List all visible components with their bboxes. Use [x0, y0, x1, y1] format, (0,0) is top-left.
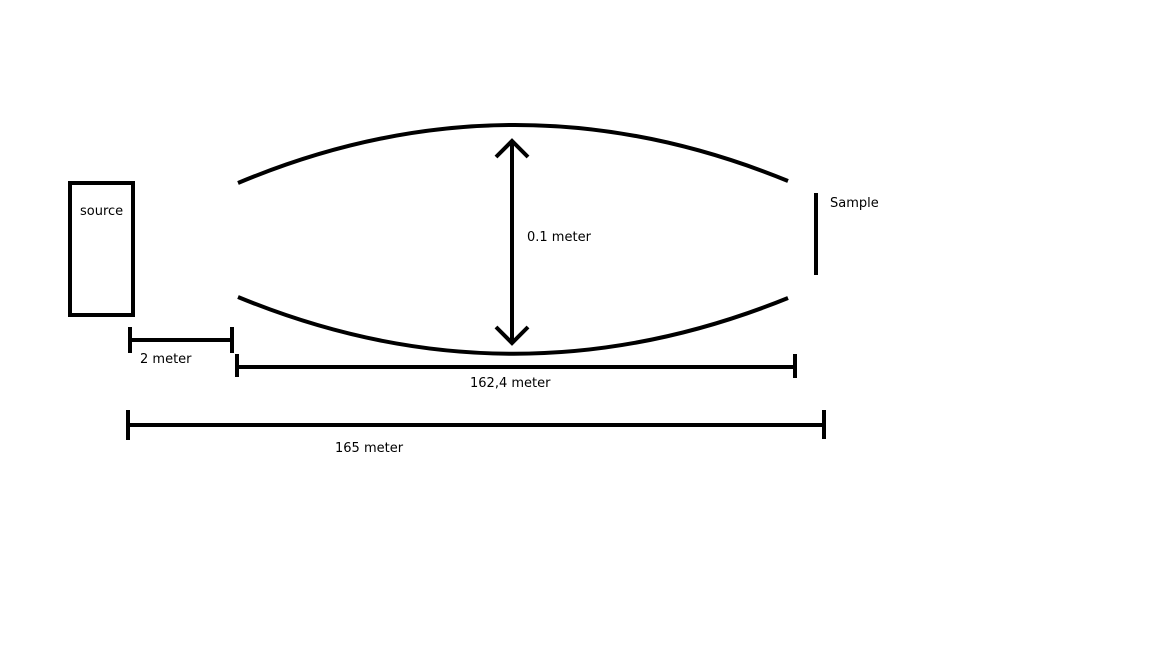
- ellipse-top-arc: [237, 123, 789, 185]
- source-label: source: [80, 204, 123, 219]
- total-length-label: 165 meter: [335, 441, 404, 456]
- mirror-length-label: 162,4 meter: [470, 376, 551, 391]
- gap-label: 2 meter: [140, 352, 192, 367]
- total-length-dimension: [126, 410, 826, 440]
- mirror-length-dimension: [235, 354, 797, 378]
- source-box: [68, 181, 135, 317]
- ellipse-bottom-arc: [237, 295, 789, 356]
- width-label: 0.1 meter: [527, 230, 592, 245]
- sample-label: Sample: [830, 196, 879, 211]
- gap-dimension: [128, 327, 234, 353]
- width-arrow: [494, 138, 530, 346]
